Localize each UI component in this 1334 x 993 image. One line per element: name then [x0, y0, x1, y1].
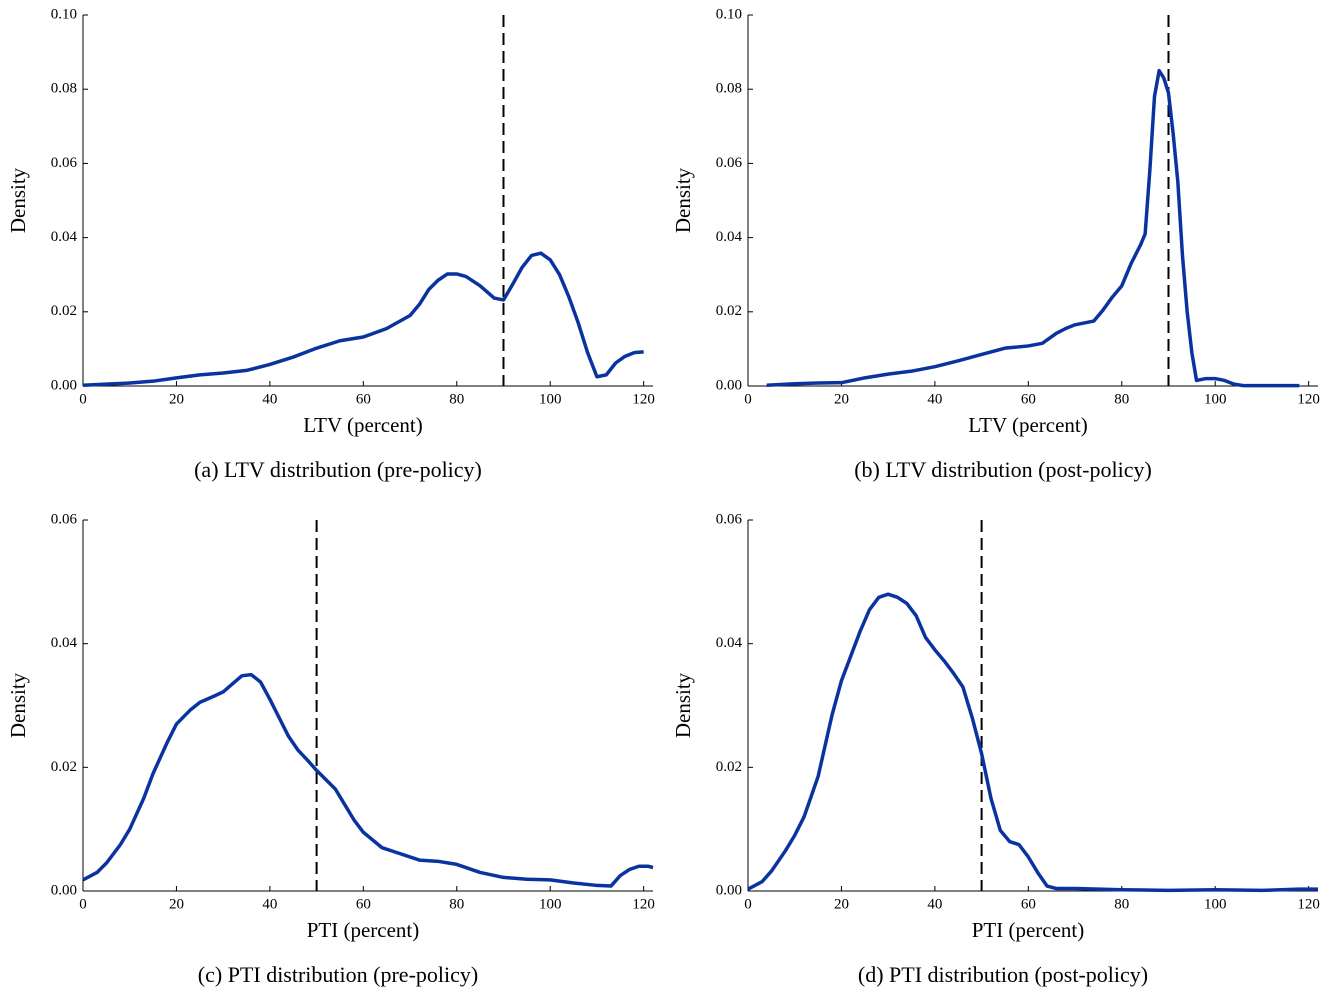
y-tick-label: 0.10 [51, 6, 77, 22]
x-tick-label: 60 [356, 391, 371, 407]
y-tick-label: 0.06 [716, 155, 743, 171]
y-tick-label: 0.06 [716, 511, 743, 527]
x-axis-label: LTV (percent) [303, 413, 423, 437]
density-line [766, 68, 1300, 388]
y-tick-label: 0.04 [51, 635, 78, 651]
x-tick-label: 20 [834, 391, 849, 407]
y-tick-label: 0.06 [51, 155, 78, 171]
y-axis-label: Density [671, 167, 695, 233]
x-tick-label: 60 [1021, 391, 1036, 407]
y-axis-label: Density [6, 672, 30, 738]
x-tick-label: 40 [262, 391, 277, 407]
x-tick-label: 80 [449, 391, 464, 407]
x-tick-label: 0 [744, 896, 752, 912]
y-tick-label: 0.04 [716, 229, 743, 245]
y-tick-label: 0.02 [51, 759, 77, 775]
y-tick-label: 0.10 [716, 6, 742, 22]
y-tick-label: 0.04 [716, 635, 743, 651]
y-tick-label: 0.02 [716, 303, 742, 319]
y-tick-label: 0.04 [51, 229, 78, 245]
y-axis-label: Density [6, 167, 30, 233]
x-tick-label: 80 [1114, 391, 1129, 407]
caption: (d) PTI distribution (post-policy) [858, 962, 1148, 987]
x-tick-label: 80 [449, 896, 464, 912]
x-tick-label: 120 [1297, 896, 1320, 912]
y-tick-label: 0.00 [51, 882, 77, 898]
x-tick-label: 100 [1204, 896, 1227, 912]
density-line [82, 251, 644, 388]
y-tick-label: 0.00 [51, 377, 77, 393]
x-tick-label: 0 [744, 391, 752, 407]
x-tick-label: 120 [632, 896, 655, 912]
caption: (c) PTI distribution (pre-policy) [198, 962, 478, 987]
y-tick-label: 0.08 [51, 81, 77, 97]
y-tick-label: 0.00 [716, 377, 742, 393]
x-tick-label: 40 [927, 896, 942, 912]
caption: (b) LTV distribution (post-policy) [854, 457, 1152, 482]
x-axis-label: LTV (percent) [968, 413, 1088, 437]
x-tick-label: 20 [169, 391, 184, 407]
x-tick-label: 40 [262, 896, 277, 912]
x-tick-label: 60 [1021, 896, 1036, 912]
density-line [82, 672, 654, 888]
y-tick-label: 0.02 [51, 303, 77, 319]
caption: (a) LTV distribution (pre-policy) [194, 457, 482, 482]
x-tick-label: 20 [169, 896, 184, 912]
x-tick-label: 20 [834, 896, 849, 912]
y-axis-label: Density [671, 672, 695, 738]
x-tick-label: 40 [927, 391, 942, 407]
x-tick-label: 80 [1114, 896, 1129, 912]
x-tick-label: 100 [539, 391, 562, 407]
x-tick-label: 60 [356, 896, 371, 912]
x-tick-label: 0 [79, 896, 87, 912]
density-line [747, 592, 1318, 893]
y-tick-label: 0.08 [716, 81, 742, 97]
x-tick-label: 120 [632, 391, 655, 407]
x-axis-label: PTI (percent) [307, 918, 420, 942]
x-tick-label: 0 [79, 391, 87, 407]
x-axis-label: PTI (percent) [972, 918, 1085, 942]
x-tick-label: 100 [539, 896, 562, 912]
y-tick-label: 0.02 [716, 759, 742, 775]
x-tick-label: 100 [1204, 391, 1227, 407]
x-tick-label: 120 [1297, 391, 1320, 407]
y-tick-label: 0.06 [51, 511, 78, 527]
y-tick-label: 0.00 [716, 882, 742, 898]
